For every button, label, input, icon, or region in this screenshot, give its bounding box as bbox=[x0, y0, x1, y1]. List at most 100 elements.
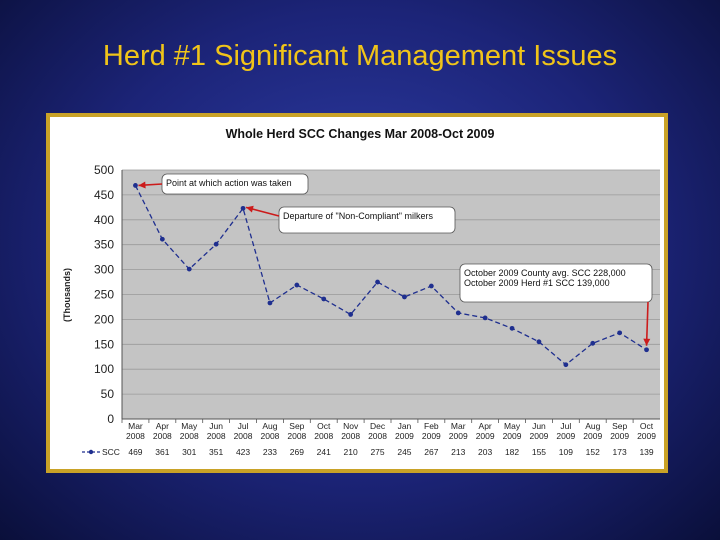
y-axis-label: (Thousands) bbox=[62, 268, 72, 322]
x-tick-label-year: 2008 bbox=[260, 431, 279, 441]
y-tick-label: 350 bbox=[94, 238, 114, 252]
data-point bbox=[617, 330, 623, 336]
x-tick-label-month: Aug bbox=[262, 421, 277, 431]
data-table-value: 155 bbox=[532, 447, 546, 457]
data-table-value: 241 bbox=[317, 447, 331, 457]
callout-departure-text: Departure of "Non-Compliant" milkers bbox=[283, 211, 433, 221]
x-tick-label-month: Sep bbox=[289, 421, 304, 431]
x-tick-label-year: 2009 bbox=[583, 431, 602, 441]
x-tick-label-year: 2008 bbox=[368, 431, 387, 441]
data-table-value: 210 bbox=[344, 447, 358, 457]
y-tick-label: 300 bbox=[94, 263, 114, 277]
data-point bbox=[455, 310, 461, 316]
x-tick-label-year: 2009 bbox=[449, 431, 468, 441]
data-table-value: 423 bbox=[236, 447, 250, 457]
data-point bbox=[402, 294, 407, 300]
x-tick-label-year: 2008 bbox=[314, 431, 333, 441]
x-tick-label-year: 2008 bbox=[234, 431, 253, 441]
x-tick-label-year: 2008 bbox=[341, 431, 360, 441]
callout-october-text: October 2009 Herd #1 SCC 139,000 bbox=[464, 278, 610, 288]
callout-october-box bbox=[459, 263, 653, 303]
callout-departure-box bbox=[278, 206, 456, 234]
y-tick-label: 200 bbox=[94, 312, 114, 326]
data-table-value: 109 bbox=[559, 447, 573, 457]
x-tick-label-year: 2008 bbox=[207, 431, 226, 441]
x-tick-label-year: 2008 bbox=[180, 431, 199, 441]
x-tick-label-year: 2009 bbox=[476, 431, 495, 441]
y-tick-label: 250 bbox=[94, 288, 114, 302]
slide-title: Herd #1 Significant Management Issues bbox=[102, 40, 618, 72]
x-tick-label-month: Jul bbox=[238, 421, 249, 431]
x-tick-label-year: 2008 bbox=[287, 431, 306, 441]
series-line-scc bbox=[134, 185, 647, 366]
legend-marker-scc bbox=[88, 449, 94, 455]
data-point bbox=[644, 347, 649, 353]
data-table-value: 203 bbox=[478, 447, 492, 457]
x-tick-label-month: Jun bbox=[209, 421, 223, 431]
y-tick-label: 100 bbox=[94, 362, 114, 376]
x-tick-label-year: 2009 bbox=[610, 431, 629, 441]
x-tick-label-year: 2008 bbox=[126, 431, 145, 441]
x-tick-label-year: 2008 bbox=[153, 431, 172, 441]
callout-october-arrow-head bbox=[643, 338, 651, 346]
data-table-value: 275 bbox=[370, 447, 384, 457]
y-tick-label: 0 bbox=[107, 412, 114, 426]
data-table-value: 173 bbox=[613, 447, 627, 457]
x-tick-label-month: Jul bbox=[560, 421, 571, 431]
data-point bbox=[321, 296, 327, 302]
data-table-value: 182 bbox=[505, 447, 519, 457]
x-tick-label-month: Aug bbox=[585, 421, 600, 431]
data-point bbox=[348, 312, 354, 317]
x-tick-label-month: Nov bbox=[343, 421, 359, 431]
data-point bbox=[213, 241, 219, 247]
callout-october-text: October 2009 County avg. SCC 228,000 bbox=[464, 268, 626, 278]
x-tick-label-month: Mar bbox=[128, 421, 143, 431]
data-point bbox=[536, 339, 542, 345]
data-point bbox=[294, 282, 300, 288]
data-point bbox=[375, 279, 380, 285]
x-tick-label-year: 2009 bbox=[637, 431, 656, 441]
data-point bbox=[482, 315, 488, 321]
data-table-value: 361 bbox=[155, 447, 169, 457]
chart-title: Whole Herd SCC Changes Mar 2008-Oct 2009 bbox=[226, 127, 495, 141]
data-table-value: 245 bbox=[397, 447, 411, 457]
data-table-value: 469 bbox=[128, 447, 142, 457]
y-tick-label: 500 bbox=[94, 163, 114, 177]
data-table-value: 152 bbox=[586, 447, 600, 457]
x-tick-label-month: Oct bbox=[317, 421, 331, 431]
data-table-value: 301 bbox=[182, 447, 196, 457]
data-table-value: 351 bbox=[209, 447, 223, 457]
x-tick-label-year: 2009 bbox=[529, 431, 548, 441]
callout-action-text: Point at which action was taken bbox=[166, 178, 292, 188]
y-tick-label: 400 bbox=[94, 213, 114, 227]
data-point bbox=[133, 183, 138, 188]
x-tick-label-month: Mar bbox=[451, 421, 466, 431]
x-tick-label-month: Feb bbox=[424, 421, 439, 431]
x-tick-label-month: Oct bbox=[640, 421, 654, 431]
data-point bbox=[240, 205, 246, 211]
data-point bbox=[509, 325, 515, 331]
x-tick-label-year: 2009 bbox=[556, 431, 575, 441]
data-point bbox=[267, 300, 273, 306]
x-tick-label-year: 2009 bbox=[422, 431, 441, 441]
data-point bbox=[186, 266, 192, 272]
x-tick-label-month: May bbox=[504, 421, 521, 431]
x-tick-label-month: Apr bbox=[479, 421, 492, 431]
data-table-value: 269 bbox=[290, 447, 304, 457]
data-point bbox=[563, 362, 569, 368]
callout-action-arrow-head bbox=[138, 181, 146, 189]
x-tick-label-month: Dec bbox=[370, 421, 386, 431]
data-table-value: 139 bbox=[639, 447, 653, 457]
x-tick-label-month: Sep bbox=[612, 421, 627, 431]
data-point bbox=[428, 283, 434, 289]
y-tick-label: 450 bbox=[94, 188, 114, 202]
y-tick-label: 150 bbox=[94, 337, 114, 351]
x-tick-label-year: 2009 bbox=[395, 431, 414, 441]
callout-departure-arrow-head bbox=[246, 205, 254, 213]
data-point bbox=[590, 340, 596, 346]
data-table-value: 267 bbox=[424, 447, 438, 457]
y-tick-label: 50 bbox=[101, 387, 115, 401]
callout-october-arrow-shaft bbox=[645, 301, 649, 346]
x-tick-label-month: May bbox=[181, 421, 198, 431]
